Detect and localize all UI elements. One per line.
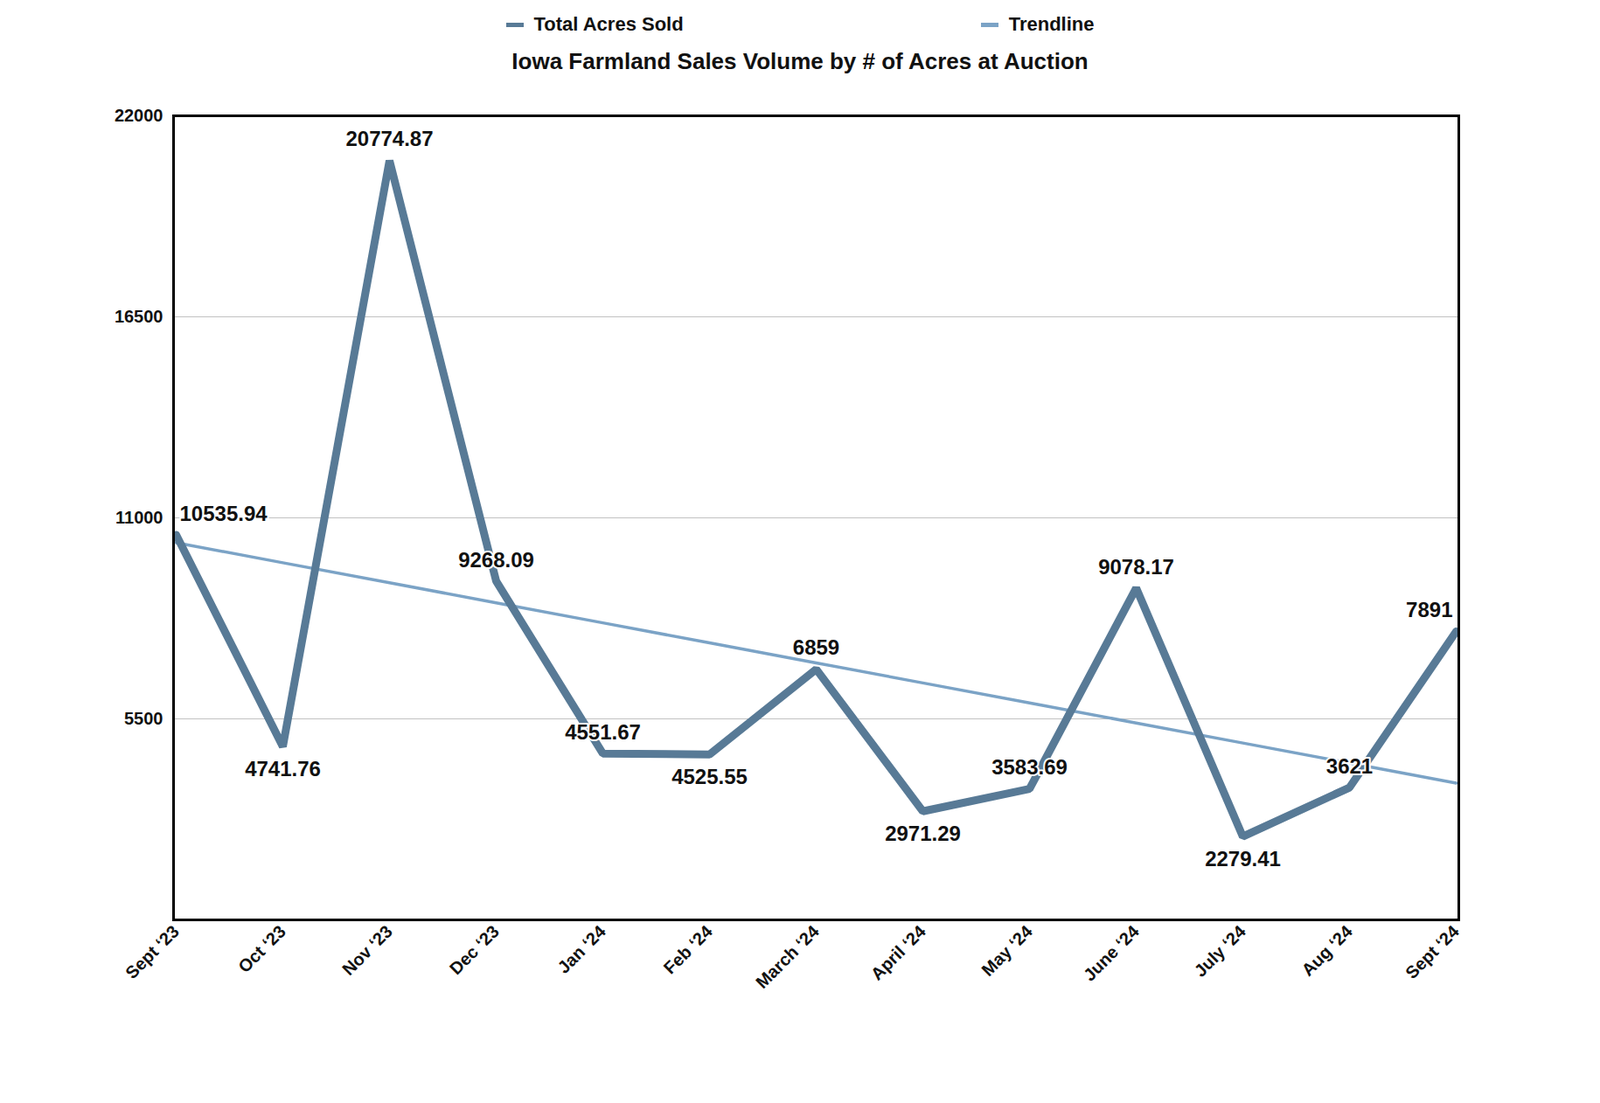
html-text:Iowa Farmland Sales Volume by: Iowa Farmland Sales Volume by # of Acres…: [511, 48, 1089, 75]
svg-text:10535.94: 10535.94: [180, 501, 269, 526]
svg-text:6859: 6859: [793, 635, 840, 660]
svg-text:Sept ‘24: Sept ‘24: [1401, 921, 1463, 983]
svg-text:9078.17: 9078.17: [1098, 555, 1175, 579]
svg-text:20774.87: 20774.87: [345, 126, 433, 151]
svg-text:Nov ‘23: Nov ‘23: [338, 921, 397, 980]
svg-text:5500: 5500: [124, 709, 164, 729]
svg-text:3583.69: 3583.69: [991, 755, 1068, 780]
svg-text:4551.67: 4551.67: [564, 720, 641, 745]
svg-text:Jan ‘24: Jan ‘24: [553, 921, 610, 978]
svg-text:4525.55: 4525.55: [671, 765, 748, 789]
svg-text:March ‘24: March ‘24: [751, 921, 823, 993]
svg-text:16500: 16500: [114, 306, 164, 327]
svg-text:May ‘24: May ‘24: [977, 921, 1037, 981]
svg-text:22000: 22000: [114, 105, 164, 126]
svg-text:April ‘24: April ‘24: [866, 921, 930, 985]
svg-text:July ‘24: July ‘24: [1189, 921, 1250, 981]
svg-text:7891: 7891: [1405, 598, 1453, 622]
svg-text:Feb ‘24: Feb ‘24: [660, 921, 717, 979]
svg-text:4741.76: 4741.76: [244, 757, 321, 781]
svg-text:Oct ‘23: Oct ‘23: [234, 921, 290, 977]
svg-text:Dec ‘23: Dec ‘23: [445, 921, 503, 979]
svg-text:2971.29: 2971.29: [884, 821, 961, 846]
svg-text:Aug ‘24: Aug ‘24: [1297, 921, 1357, 981]
svg-text:3621: 3621: [1326, 754, 1373, 779]
svg-text:2279.41: 2279.41: [1204, 847, 1281, 871]
svg-text:9268.09: 9268.09: [458, 548, 535, 572]
html-text:Total Acres Sold: Total Acres Sold: [533, 13, 684, 35]
html-text:Trendline: Trendline: [1008, 13, 1095, 35]
svg-text:June ‘24: June ‘24: [1079, 921, 1144, 986]
svg-text:Sept ‘23: Sept ‘23: [121, 921, 183, 983]
svg-text:11000: 11000: [115, 507, 164, 528]
